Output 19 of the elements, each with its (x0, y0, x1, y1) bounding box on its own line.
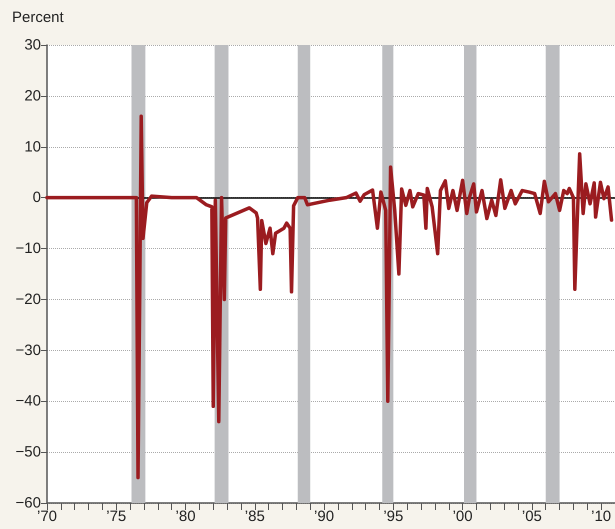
y-tick-label: 0 (32, 189, 41, 206)
line-series (45, 114, 614, 480)
y-tick-label: −40 (16, 392, 41, 410)
y-tick-label: −20 (16, 290, 41, 308)
y-tick-label: −30 (16, 342, 41, 359)
y-tick-label: 20 (24, 87, 41, 104)
y-axis-title: Percent (12, 9, 65, 26)
y-tick-label: 10 (24, 138, 41, 156)
x-tick-label: ’85 (244, 508, 265, 525)
x-tick-label: ’00 (452, 508, 473, 525)
x-tick-label: ’05 (522, 508, 542, 525)
x-tick-label: ’10 (591, 508, 612, 525)
x-tick-label: ’80 (176, 508, 196, 525)
y-tick-label: 30 (24, 36, 41, 54)
y-tick-label: −10 (16, 240, 41, 258)
x-tick-label: ’95 (383, 508, 404, 525)
y-tick-label: −50 (16, 444, 41, 461)
x-tick-label: ’75 (106, 508, 126, 525)
x-tick-label: ’90 (314, 508, 334, 525)
